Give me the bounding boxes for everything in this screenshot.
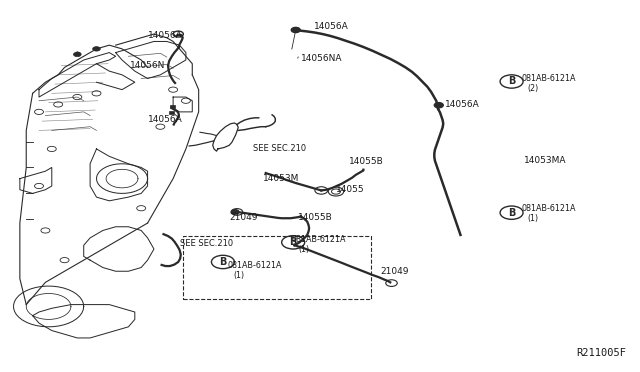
Text: 14056N: 14056N — [130, 61, 166, 70]
Circle shape — [74, 52, 81, 57]
Text: 14053M: 14053M — [262, 174, 299, 183]
Text: SEE SEC.210: SEE SEC.210 — [179, 239, 232, 248]
Text: (1): (1) — [234, 271, 245, 280]
Circle shape — [231, 210, 239, 214]
Text: (1): (1) — [527, 214, 539, 223]
Text: 14056A: 14056A — [445, 100, 479, 109]
Circle shape — [93, 46, 100, 51]
Text: 21049: 21049 — [229, 213, 258, 222]
Text: 081AB-6121A: 081AB-6121A — [292, 235, 346, 244]
Text: 14056NA: 14056NA — [301, 54, 342, 62]
Text: 081AB-6121A: 081AB-6121A — [521, 74, 575, 83]
Text: 14055B: 14055B — [349, 157, 383, 166]
Text: 081AB-6121A: 081AB-6121A — [227, 261, 282, 270]
Text: 14056A: 14056A — [314, 22, 348, 31]
Polygon shape — [170, 111, 174, 114]
Text: (2): (2) — [527, 84, 539, 93]
Text: B: B — [508, 208, 515, 218]
Text: B: B — [508, 77, 515, 86]
Text: B: B — [220, 257, 227, 267]
Text: 14053MA: 14053MA — [524, 155, 567, 164]
Circle shape — [291, 28, 300, 33]
Text: 21049: 21049 — [381, 267, 409, 276]
Text: B: B — [289, 237, 297, 247]
Text: 14056A: 14056A — [148, 115, 182, 124]
Circle shape — [435, 103, 444, 108]
Text: 14055: 14055 — [336, 185, 365, 194]
Text: (1): (1) — [298, 244, 309, 253]
Text: R211005F: R211005F — [577, 348, 627, 358]
Polygon shape — [170, 105, 175, 108]
Text: 14056A: 14056A — [148, 31, 182, 41]
Text: SEE SEC.210: SEE SEC.210 — [253, 144, 306, 153]
Text: 14055B: 14055B — [298, 213, 332, 222]
Text: 081AB-6121A: 081AB-6121A — [521, 204, 575, 213]
